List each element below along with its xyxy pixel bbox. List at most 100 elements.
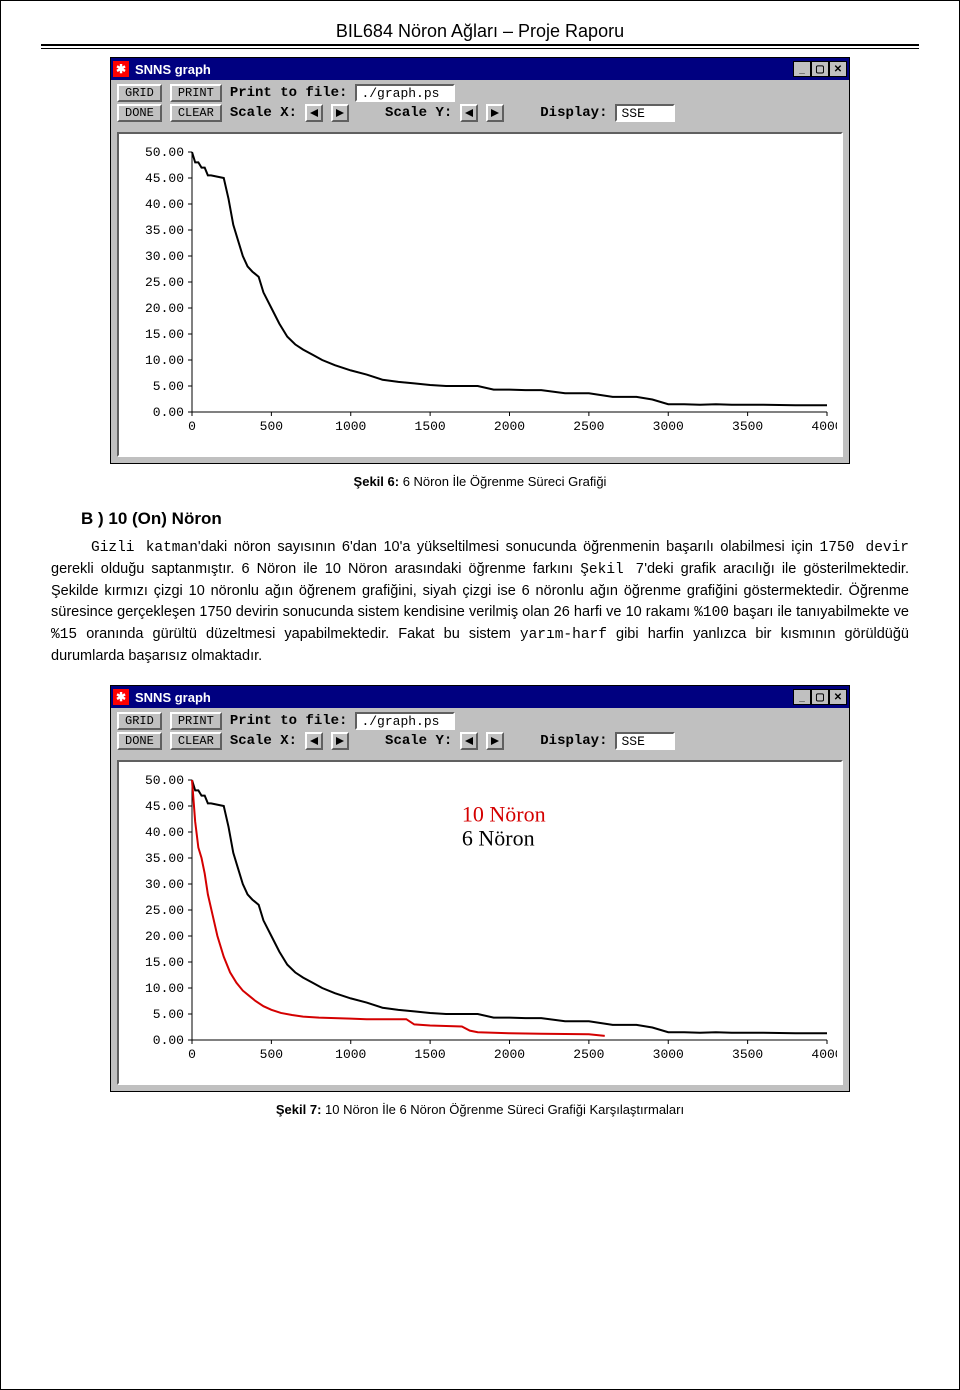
svg-text:1000: 1000 <box>335 419 366 434</box>
svg-text:50.00: 50.00 <box>145 145 184 160</box>
svg-text:45.00: 45.00 <box>145 171 184 186</box>
maximize-button[interactable]: ▢ <box>811 689 829 705</box>
text: başarı ile tanıyabilmekte ve <box>729 604 909 620</box>
svg-text:3500: 3500 <box>732 1047 763 1062</box>
page-title: BIL684 Nöron Ağları – Proje Raporu <box>41 21 919 46</box>
caption-text: 10 Nöron İle 6 Nöron Öğrenme Süreci Graf… <box>321 1102 684 1117</box>
scale-y-right-button[interactable] <box>486 104 504 122</box>
text: gerekli olduğu saptanmıştır. 6 Nöron ile… <box>51 561 580 577</box>
toolbar: GRID PRINT Print to file: ./graph.ps DON… <box>111 80 849 126</box>
minimize-button[interactable]: _ <box>793 61 811 77</box>
svg-text:30.00: 30.00 <box>145 249 184 264</box>
svg-text:10 Nöron: 10 Nöron <box>462 802 546 827</box>
page: BIL684 Nöron Ağları – Proje Raporu ✱ SNN… <box>0 0 960 1390</box>
scale-y-left-button[interactable] <box>460 104 478 122</box>
text: 'daki nöron sayısının 6'dan 10'a yükselt… <box>198 539 820 555</box>
svg-text:20.00: 20.00 <box>145 301 184 316</box>
caption-text: 6 Nöron İle Öğrenme Süreci Grafiği <box>399 474 606 489</box>
svg-text:2500: 2500 <box>573 1047 604 1062</box>
scale-y-left-button[interactable] <box>460 732 478 750</box>
svg-text:25.00: 25.00 <box>145 275 184 290</box>
svg-text:1500: 1500 <box>415 1047 446 1062</box>
print-button[interactable]: PRINT <box>170 84 222 102</box>
svg-text:1500: 1500 <box>415 419 446 434</box>
done-button[interactable]: DONE <box>117 104 162 122</box>
svg-text:40.00: 40.00 <box>145 825 184 840</box>
plot-area-2: 0.005.0010.0015.0020.0025.0030.0035.0040… <box>117 760 843 1085</box>
svg-text:10.00: 10.00 <box>145 353 184 368</box>
svg-text:500: 500 <box>260 419 283 434</box>
grid-button[interactable]: GRID <box>117 712 162 730</box>
titlebar[interactable]: ✱ SNNS graph _ ▢ ✕ <box>111 58 849 80</box>
snns-window-1: ✱ SNNS graph _ ▢ ✕ GRID PRINT Print to f… <box>110 57 850 464</box>
figure-7-caption: Şekil 7: 10 Nöron İle 6 Nöron Öğrenme Sü… <box>41 1102 919 1117</box>
svg-text:5.00: 5.00 <box>153 1007 184 1022</box>
scale-x-left-button[interactable] <box>305 732 323 750</box>
header-rule <box>41 48 919 49</box>
svg-text:4000: 4000 <box>811 1047 837 1062</box>
scale-x-right-button[interactable] <box>331 104 349 122</box>
svg-text:500: 500 <box>260 1047 283 1062</box>
print-to-file-label: Print to file: <box>230 713 348 729</box>
svg-text:6 Nöron: 6 Nöron <box>462 826 535 851</box>
svg-text:10.00: 10.00 <box>145 981 184 996</box>
svg-text:2500: 2500 <box>573 419 604 434</box>
svg-text:0: 0 <box>188 1047 196 1062</box>
print-button[interactable]: PRINT <box>170 712 222 730</box>
svg-text:3000: 3000 <box>653 1047 684 1062</box>
text-mono: %100 <box>694 605 729 621</box>
chart-1: 0.005.0010.0015.0020.0025.0030.0035.0040… <box>127 142 837 442</box>
svg-text:4000: 4000 <box>811 419 837 434</box>
svg-text:45.00: 45.00 <box>145 799 184 814</box>
svg-text:15.00: 15.00 <box>145 327 184 342</box>
done-button[interactable]: DONE <box>117 732 162 750</box>
scale-x-label: Scale X: <box>230 105 297 121</box>
scale-y-right-button[interactable] <box>486 732 504 750</box>
clear-button[interactable]: CLEAR <box>170 732 222 750</box>
minimize-button[interactable]: _ <box>793 689 811 705</box>
app-icon[interactable]: ✱ <box>113 61 129 77</box>
display-label: Display: <box>540 105 607 121</box>
svg-text:40.00: 40.00 <box>145 197 184 212</box>
svg-text:35.00: 35.00 <box>145 223 184 238</box>
figure-6-caption: Şekil 6: 6 Nöron İle Öğrenme Süreci Graf… <box>41 474 919 489</box>
scale-y-label: Scale Y: <box>385 105 452 121</box>
scale-y-label: Scale Y: <box>385 733 452 749</box>
svg-text:1000: 1000 <box>335 1047 366 1062</box>
close-button[interactable]: ✕ <box>829 689 847 705</box>
text-mono: Şekil 7 <box>580 562 644 578</box>
svg-text:50.00: 50.00 <box>145 773 184 788</box>
file-input[interactable]: ./graph.ps <box>355 84 455 102</box>
chart-2: 0.005.0010.0015.0020.0025.0030.0035.0040… <box>127 770 837 1070</box>
app-icon[interactable]: ✱ <box>113 689 129 705</box>
svg-text:20.00: 20.00 <box>145 929 184 944</box>
section-b-heading: B ) 10 (On) Nöron <box>81 509 909 529</box>
scale-x-left-button[interactable] <box>305 104 323 122</box>
caption-label: Şekil 7: <box>276 1102 322 1117</box>
svg-text:0.00: 0.00 <box>153 1033 184 1048</box>
scale-x-label: Scale X: <box>230 733 297 749</box>
plot-area-1: 0.005.0010.0015.0020.0025.0030.0035.0040… <box>117 132 843 457</box>
titlebar[interactable]: ✱ SNNS graph _ ▢ ✕ <box>111 686 849 708</box>
grid-button[interactable]: GRID <box>117 84 162 102</box>
print-to-file-label: Print to file: <box>230 85 348 101</box>
body-paragraph: Gizli katman'daki nöron sayısının 6'dan … <box>51 537 909 667</box>
close-button[interactable]: ✕ <box>829 61 847 77</box>
text: oranında gürültü düzeltmesi yapabilmekte… <box>77 626 520 642</box>
svg-text:0: 0 <box>188 419 196 434</box>
maximize-button[interactable]: ▢ <box>811 61 829 77</box>
text-mono: 1750 devir <box>820 540 910 556</box>
svg-text:3000: 3000 <box>653 419 684 434</box>
window-title: SNNS graph <box>135 690 793 705</box>
svg-text:35.00: 35.00 <box>145 851 184 866</box>
svg-text:25.00: 25.00 <box>145 903 184 918</box>
scale-x-right-button[interactable] <box>331 732 349 750</box>
display-input[interactable]: SSE <box>615 104 675 122</box>
display-label: Display: <box>540 733 607 749</box>
text-mono: yarım-harf <box>520 627 607 643</box>
file-input[interactable]: ./graph.ps <box>355 712 455 730</box>
text-mono: %15 <box>51 627 77 643</box>
clear-button[interactable]: CLEAR <box>170 104 222 122</box>
window-title: SNNS graph <box>135 62 793 77</box>
display-input[interactable]: SSE <box>615 732 675 750</box>
